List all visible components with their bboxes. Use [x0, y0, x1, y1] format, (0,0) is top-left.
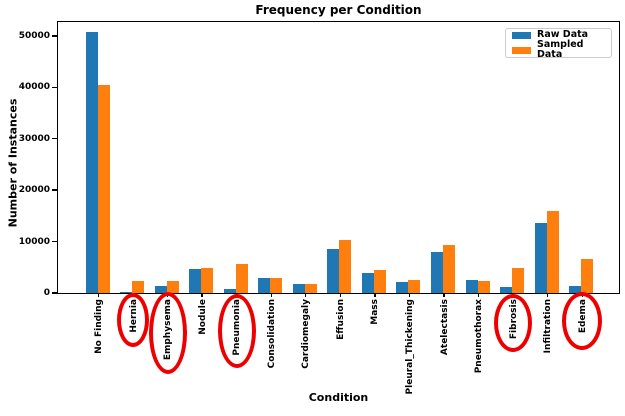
legend-label: Raw Data	[537, 29, 589, 40]
bar-sampled-data-pneumonia	[235, 263, 248, 293]
bar-raw-data-infiltration	[534, 222, 547, 293]
bar-sampled-data-pleural-thickening	[408, 279, 421, 293]
x-tick-label-consolidation: Consolidation	[266, 299, 277, 369]
y-tick-mark	[52, 86, 57, 88]
circle-annotation-edema	[562, 292, 603, 350]
legend-item-raw-data: Raw Data	[506, 30, 611, 40]
bar-raw-data-emphysema	[154, 286, 167, 293]
y-tick-mark	[52, 240, 57, 243]
x-tick-label-pneumothorax: Pneumothorax	[474, 299, 485, 374]
x-tick-mark	[305, 293, 307, 297]
y-tick-label: 20000	[18, 185, 50, 196]
y-tick-label: 40000	[18, 82, 50, 93]
bar-sampled-data-hernia	[132, 281, 145, 293]
x-tick-mark	[201, 293, 203, 297]
x-tick-label-no-finding: No Finding	[94, 299, 104, 354]
bar-raw-data-fibrosis	[500, 287, 513, 293]
bar-raw-data-effusion	[327, 249, 340, 293]
bar-sampled-data-cardiomegaly	[304, 283, 317, 293]
bar-sampled-data-no-finding	[97, 85, 110, 293]
bar-sampled-data-atelectasis	[443, 245, 455, 293]
plot-area	[57, 21, 620, 294]
bar-sampled-data-mass	[373, 270, 386, 293]
y-tick-mark	[52, 292, 57, 294]
x-tick-mark	[408, 293, 411, 297]
x-tick-label-mass: Mass	[370, 299, 381, 325]
x-tick-label-nodule: Nodule	[197, 299, 208, 335]
chart-title: Frequency per Condition	[255, 3, 422, 17]
y-tick-label: 30000	[18, 133, 50, 144]
circle-annotation-fibrosis	[494, 294, 533, 352]
x-tick-label-atelectasis: Atelectasis	[439, 299, 450, 356]
x-tick-mark	[270, 293, 272, 297]
bar-sampled-data-consolidation	[270, 277, 283, 293]
bar-sampled-data-nodule	[201, 267, 214, 293]
x-tick-mark	[477, 293, 480, 297]
y-axis-label: Number of Instances	[6, 98, 20, 228]
bar-sampled-data-infiltration	[546, 210, 559, 293]
circle-annotation-hernia	[117, 293, 150, 347]
bar-raw-data-atelectasis	[431, 251, 443, 293]
bar-sampled-data-fibrosis	[512, 268, 525, 293]
x-tick-mark	[546, 293, 549, 297]
legend-swatch-sampled-data	[512, 46, 531, 54]
y-tick-label: 10000	[18, 236, 50, 247]
x-tick-label-effusion: Effusion	[335, 299, 346, 340]
bar-raw-data-consolidation	[258, 278, 271, 293]
x-tick-mark	[97, 293, 100, 297]
legend-label: Sampled Data	[537, 39, 584, 60]
x-tick-label-cardiomegaly: Cardiomegaly	[301, 299, 312, 369]
circle-annotation-emphysema	[148, 292, 187, 374]
legend-item-sampled-data: Sampled Data	[506, 40, 611, 60]
x-tick-mark	[339, 293, 342, 297]
bar-raw-data-nodule	[189, 268, 202, 293]
bar-sampled-data-pneumothorax	[477, 280, 490, 293]
y-tick-mark	[52, 189, 57, 191]
y-tick-mark	[52, 138, 57, 140]
x-tick-label-infiltration: Infiltration	[543, 299, 554, 354]
bar-raw-data-pneumonia	[223, 289, 236, 293]
x-tick-mark	[443, 293, 445, 297]
bar-raw-data-cardiomegaly	[292, 283, 305, 293]
bar-raw-data-pleural-thickening	[396, 282, 409, 293]
bar-sampled-data-emphysema	[166, 281, 179, 293]
y-tick-label: 50000	[18, 30, 50, 41]
y-tick-label: 0	[43, 288, 50, 298]
bar-raw-data-pneumothorax	[465, 280, 478, 293]
y-tick-mark	[52, 35, 57, 37]
legend: Raw Data Sampled Data	[505, 28, 612, 60]
circle-annotation-pneumonia	[217, 294, 256, 368]
bar-raw-data-no-finding	[85, 32, 98, 293]
x-tick-mark	[374, 293, 376, 297]
legend-swatch-raw-data	[512, 31, 531, 39]
bar-raw-data-edema	[569, 286, 582, 293]
x-tick-label-pleural-thickening: Pleural_Thickening	[404, 299, 415, 395]
bar-raw-data-mass	[361, 272, 374, 293]
bar-raw-data-hernia	[120, 291, 133, 293]
x-axis-label: Condition	[308, 391, 369, 404]
bar-sampled-data-effusion	[339, 240, 352, 293]
bar-sampled-data-edema	[581, 259, 594, 293]
